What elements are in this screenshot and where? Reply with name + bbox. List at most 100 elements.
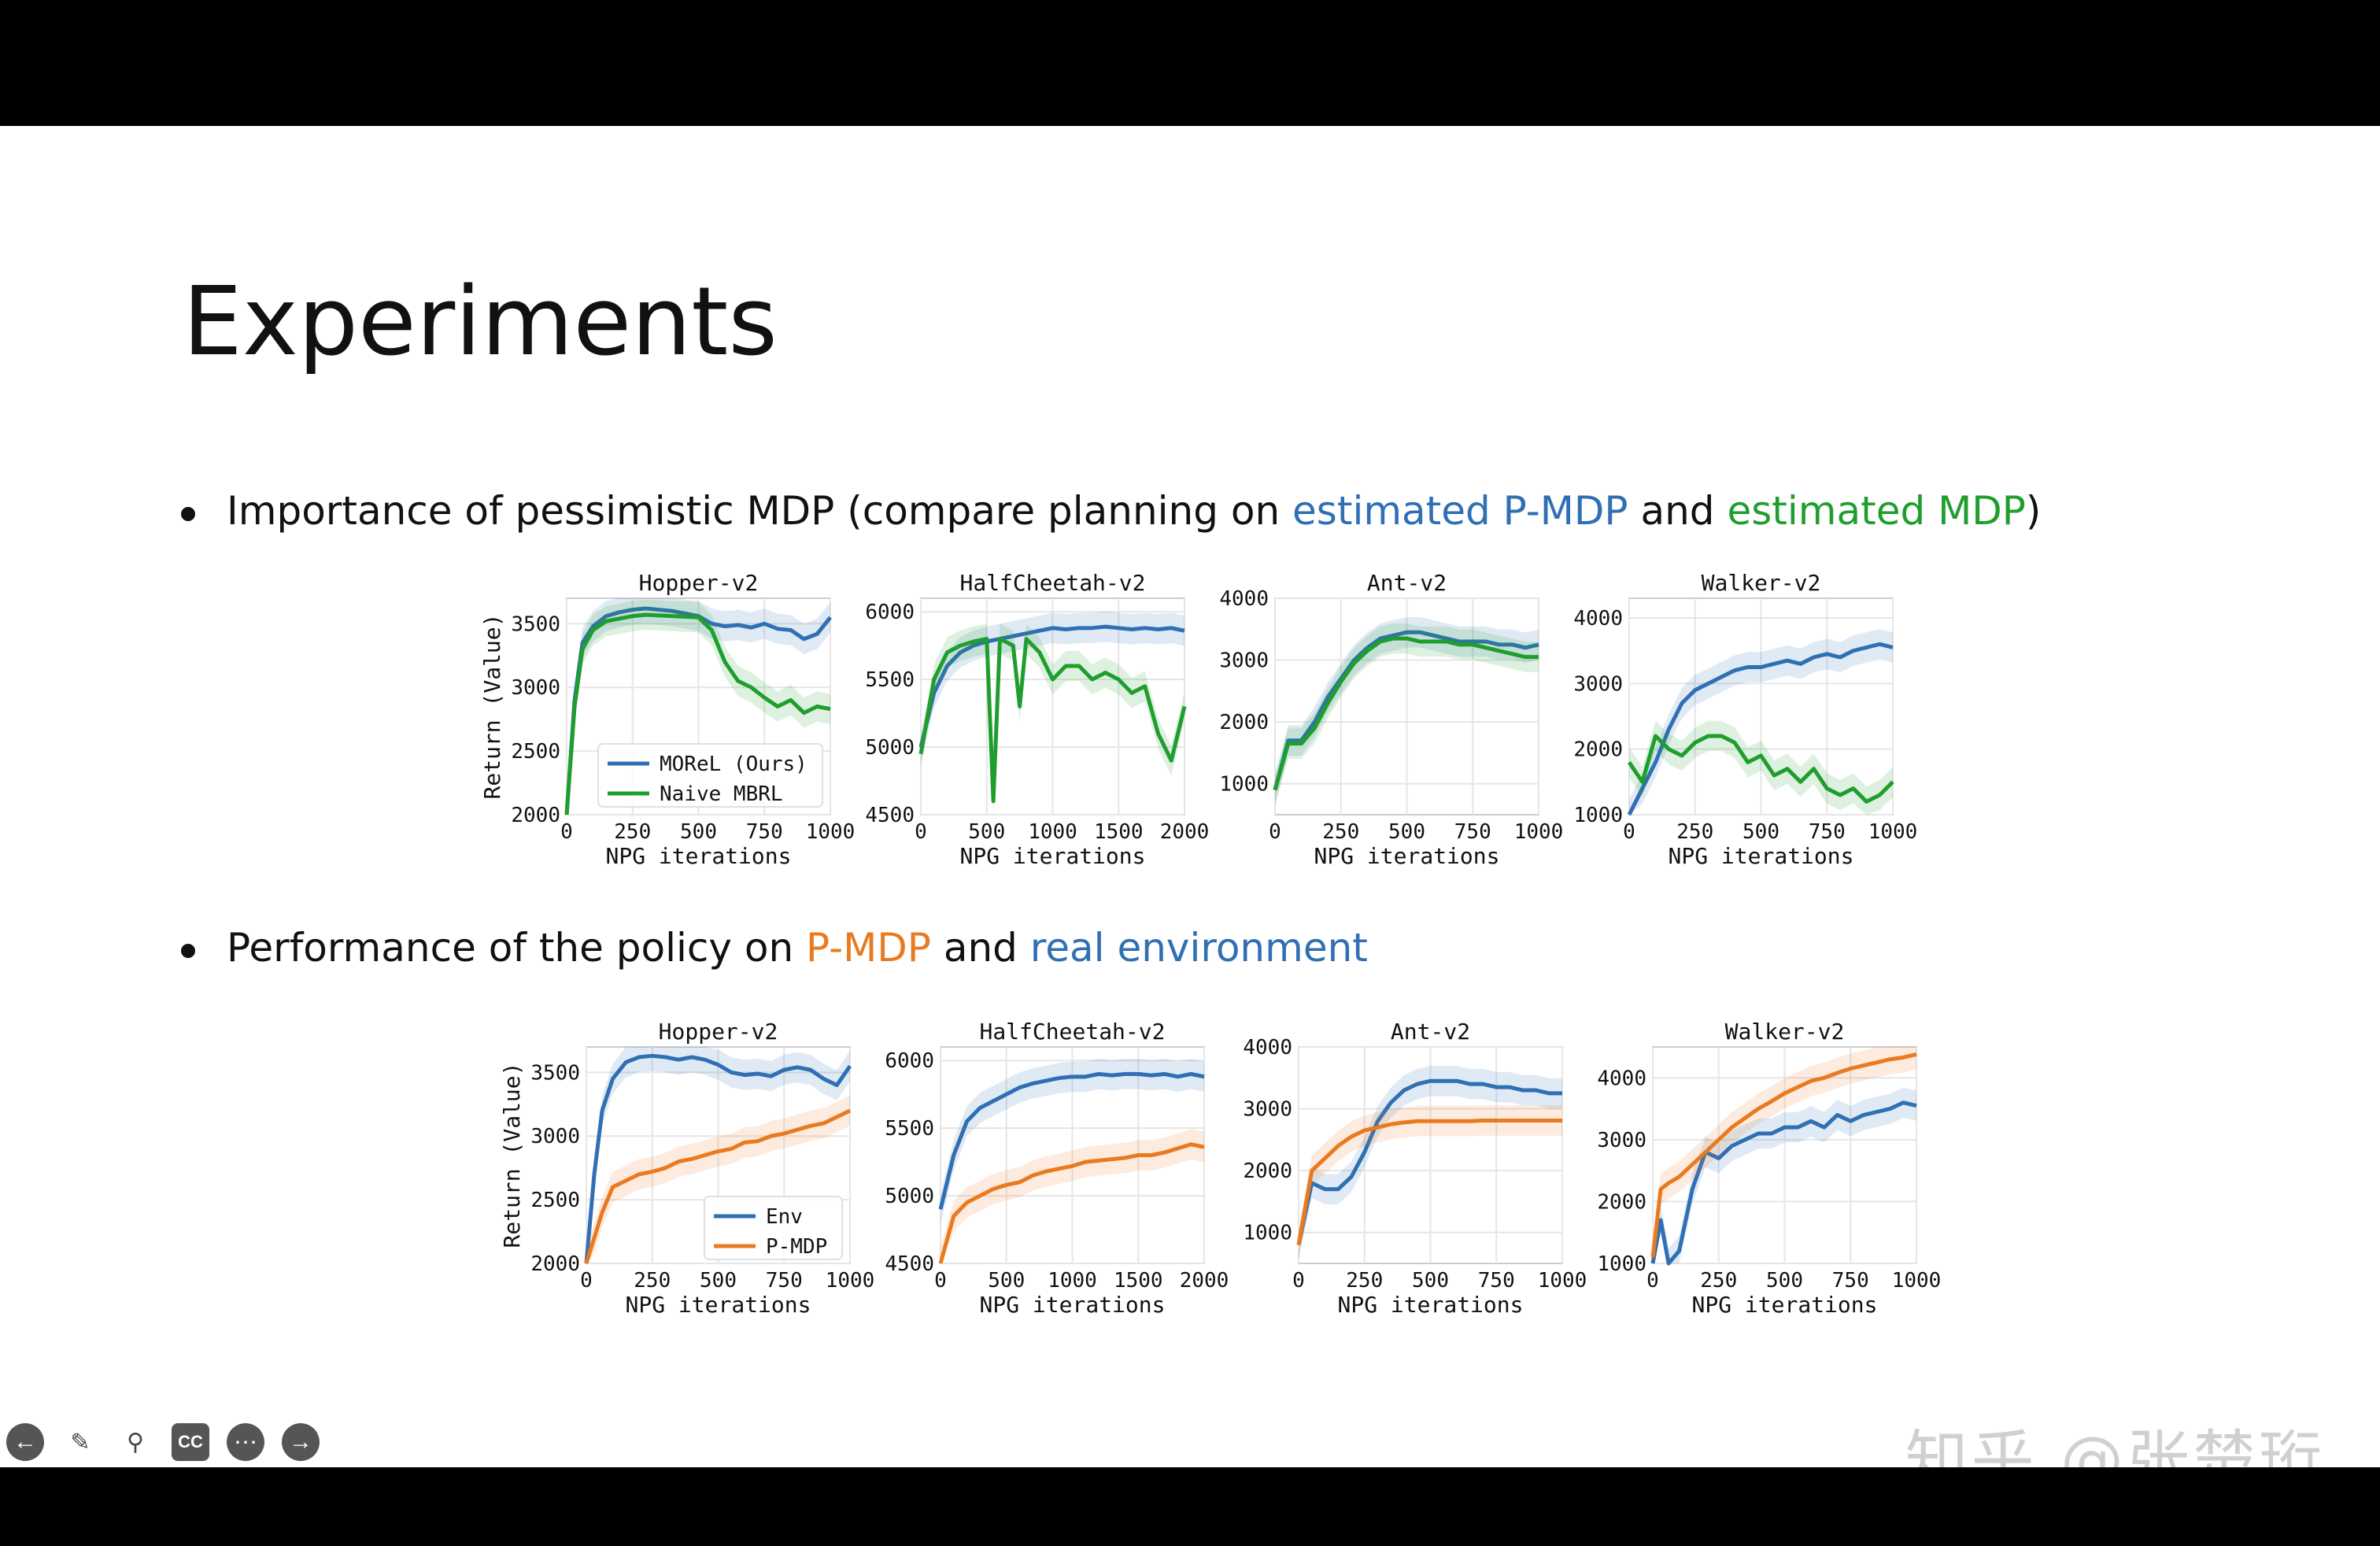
more-icon[interactable]: ⋯ (227, 1423, 264, 1461)
y-tick-label: 3000 (530, 1125, 580, 1148)
x-tick-label: 500 (1388, 820, 1425, 844)
x-tick-label: 0 (1292, 1269, 1305, 1293)
series-band (1299, 1065, 1562, 1260)
y-tick-label: 3000 (1573, 672, 1623, 696)
y-tick-label: 2000 (1243, 1160, 1292, 1183)
bullet-policy-performance: Performance of the policy on P-MDP and r… (181, 925, 1368, 971)
x-tick-label: 250 (1676, 820, 1713, 844)
y-tick-label: 3000 (1219, 649, 1269, 673)
y-tick-label: 2000 (511, 804, 560, 827)
bullet-dot (181, 506, 195, 521)
y-tick-label: 5500 (885, 1117, 934, 1141)
x-axis-label: NPG iterations (1691, 1292, 1877, 1318)
x-tick-label: 750 (1809, 820, 1846, 844)
magnifier-icon[interactable]: ⚲ (127, 1429, 144, 1455)
series-band (1275, 623, 1539, 805)
legend-label: MOReL (Ours) (660, 753, 808, 776)
chart-4: 0 250 500 750 1000 2000 2500 3000 3500 Hopper-v2 N… (499, 1019, 874, 1318)
arrow-right-icon[interactable]: → (282, 1423, 320, 1461)
series-line (918, 624, 1185, 748)
series-band (1629, 629, 1893, 815)
y-tick-label: 2000 (1573, 738, 1623, 762)
series-line (1627, 642, 1894, 816)
series-band (941, 1129, 1204, 1263)
x-tick-label: 500 (1743, 820, 1779, 844)
y-tick-label: 5500 (865, 668, 915, 692)
x-tick-label: 500 (988, 1269, 1025, 1293)
cc-icon[interactable]: CC (172, 1423, 209, 1461)
legend-label: P-MDP (766, 1235, 827, 1259)
y-tick-label: 4000 (1573, 607, 1623, 631)
series-band (1653, 1087, 1916, 1263)
y-tick-label: 5000 (865, 736, 915, 760)
arrow-left-icon[interactable]: ← (6, 1423, 44, 1461)
chart-7: 0 250 500 750 1000 1000 2000 3000 4000 Walker-v2 N… (1597, 1019, 1941, 1318)
x-tick-label: 250 (614, 820, 651, 844)
y-tick-label: 3000 (1597, 1129, 1646, 1152)
chart-title: Hopper-v2 (639, 570, 759, 596)
y-tick-label: 1000 (1573, 804, 1623, 827)
legend-label: Env (766, 1205, 803, 1229)
series-line (584, 1053, 852, 1264)
x-tick-label: 250 (634, 1269, 671, 1293)
series-line (584, 1108, 852, 1264)
x-tick-label: 250 (1322, 820, 1359, 844)
bullet-highlight-real-env: real environment (1029, 925, 1368, 971)
series-line (938, 1071, 1205, 1210)
presentation-toolbar: ← ✎ ⚲ CC ⋯ → (6, 1417, 320, 1467)
x-tick-label: 0 (560, 820, 573, 844)
x-axis-label: NPG iterations (625, 1292, 811, 1318)
x-tick-label: 1500 (1114, 1269, 1163, 1293)
y-tick-label: 6000 (885, 1049, 934, 1073)
y-tick-label: 4000 (1597, 1067, 1646, 1090)
series-line (918, 637, 1187, 804)
x-tick-label: 1000 (1868, 820, 1918, 844)
legend-box (597, 743, 823, 808)
x-tick-label: 500 (1412, 1269, 1449, 1293)
series-band (567, 598, 830, 815)
x-tick-label: 0 (580, 1269, 593, 1293)
y-tick-label: 2500 (511, 740, 560, 764)
series-line (564, 612, 831, 816)
y-tick-label: 5000 (885, 1185, 934, 1208)
pen-icon[interactable]: ✎ (70, 1429, 91, 1455)
y-tick-label: 2000 (530, 1252, 580, 1276)
chart-title: Hopper-v2 (659, 1019, 778, 1045)
x-tick-label: 1000 (1538, 1269, 1587, 1293)
x-tick-label: 2000 (1160, 820, 1210, 844)
bullet-pessimistic-mdp: Importance of pessimistic MDP (compare p… (181, 488, 2041, 534)
x-tick-label: 250 (1346, 1269, 1383, 1293)
bottom-black-bar (0, 1467, 2380, 1546)
x-tick-label: 1000 (1048, 1269, 1097, 1293)
series-band (1653, 1047, 1916, 1263)
series-line (564, 606, 832, 816)
slide-title: Experiments (183, 268, 778, 377)
series-band (586, 1047, 850, 1263)
y-axis-label: Return (Value) (499, 1062, 525, 1248)
x-axis-label: NPG iterations (979, 1292, 1165, 1318)
x-axis-label: NPG iterations (1668, 843, 1853, 869)
x-tick-label: 750 (766, 1269, 803, 1293)
y-axis-label: Return (Value) (479, 613, 505, 799)
chart-title: HalfCheetah-v2 (959, 570, 1145, 596)
chart-2: 0 250 500 750 1000 1000 2000 3000 4000 Ant-v2 NPG … (1219, 570, 1563, 869)
x-tick-label: 0 (1646, 1269, 1659, 1293)
chart-title: Ant-v2 (1391, 1019, 1470, 1045)
bullet-highlight-mdp: estimated MDP (1727, 488, 2026, 534)
bullet-text: and (930, 925, 1030, 971)
series-line (938, 1142, 1205, 1264)
bullet-text: and (1628, 488, 1728, 534)
chart-title: Ant-v2 (1367, 570, 1447, 596)
y-tick-label: 4500 (865, 804, 915, 827)
series-line (1650, 1052, 1917, 1258)
chart-title: Walker-v2 (1725, 1019, 1845, 1045)
bullet-text: ) (2025, 488, 2042, 534)
y-tick-label: 3000 (511, 676, 560, 700)
chart-5: 0 500 1000 1500 2000 4500 5000 5500 6000 HalfChee… (885, 1019, 1229, 1318)
y-tick-label: 3500 (511, 612, 560, 636)
y-tick-label: 6000 (865, 601, 915, 624)
x-axis-label: NPG iterations (1314, 843, 1499, 869)
x-tick-label: 0 (915, 820, 927, 844)
bullet-text: Importance of pessimistic MDP (compare p… (227, 488, 1293, 534)
x-tick-label: 750 (1454, 820, 1491, 844)
